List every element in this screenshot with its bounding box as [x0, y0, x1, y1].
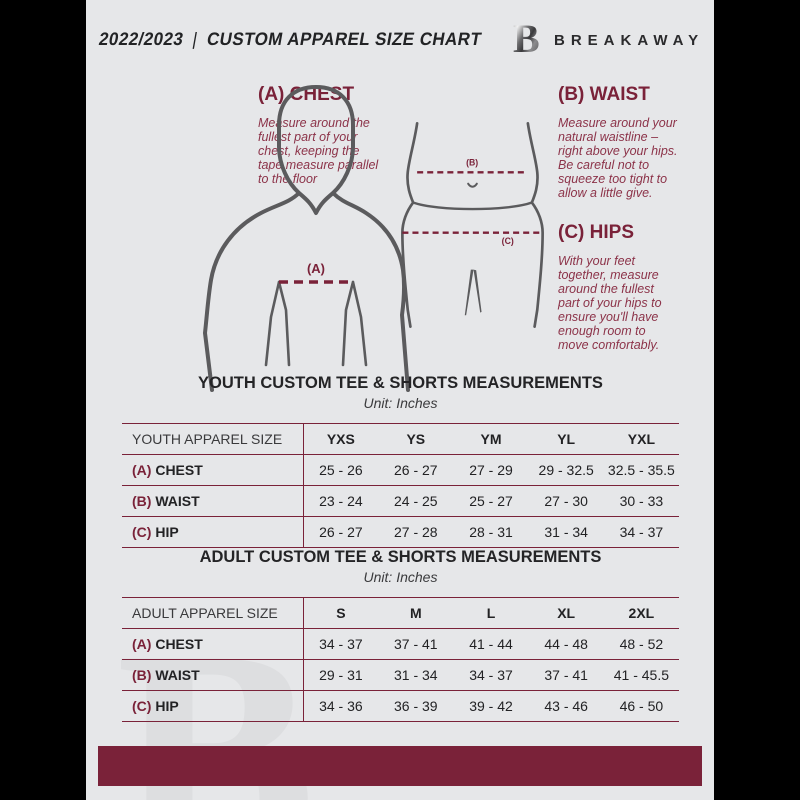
svg-text:B: B	[513, 16, 540, 61]
svg-text:(C): (C)	[502, 236, 514, 246]
svg-text:(A): (A)	[307, 261, 325, 276]
svg-text:(B): (B)	[466, 158, 478, 168]
